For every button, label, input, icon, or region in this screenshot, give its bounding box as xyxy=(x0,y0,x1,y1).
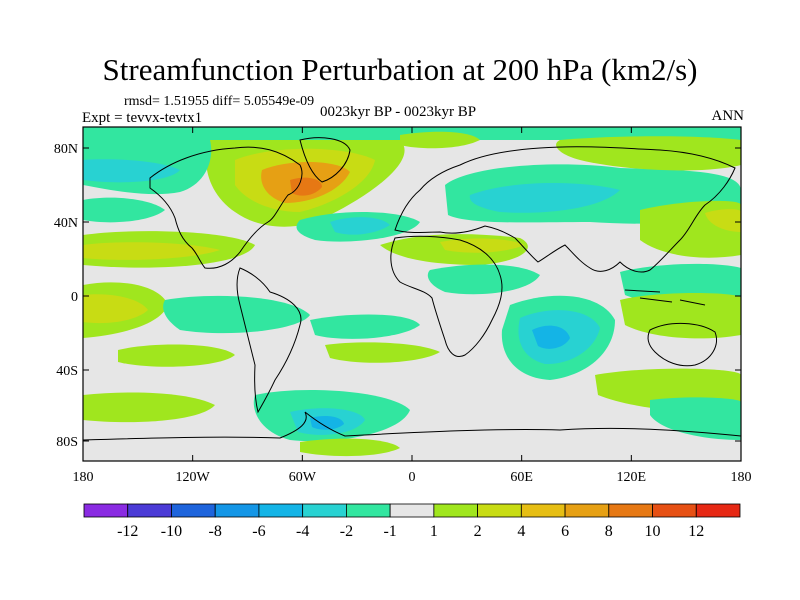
contour-positive-south-atlantic xyxy=(325,342,440,363)
coastline-north-america xyxy=(149,146,303,269)
colorbar-swatch xyxy=(695,503,741,518)
colorbar-label: -4 xyxy=(296,523,309,540)
colorbar-swatch xyxy=(520,503,566,518)
contour-positive-south-america xyxy=(118,344,235,367)
contour-positive-southern-pacific-west xyxy=(83,392,215,423)
colorbar-label: 12 xyxy=(688,523,704,540)
colorbar-label: 10 xyxy=(645,523,661,540)
contour-positive-south-pacific-inner xyxy=(83,294,148,324)
colorbar-label: 8 xyxy=(605,523,613,540)
colorbar-swatch xyxy=(127,503,172,518)
colorbar-swatch xyxy=(214,503,260,518)
lat-tick-label: 80S xyxy=(56,435,78,450)
contour-positive-northeast-asia xyxy=(556,136,741,171)
colorbar-label: -12 xyxy=(117,523,138,540)
contour-positive-west-pacific xyxy=(620,293,741,339)
lon-tick-label: 120E xyxy=(617,470,647,485)
coastline-indonesia xyxy=(624,289,706,306)
lat-tick-label: 80N xyxy=(54,142,78,157)
colorbar-swatch xyxy=(564,503,610,518)
contour-negative-sahel xyxy=(427,264,540,295)
colorbar-label: 2 xyxy=(474,523,482,540)
period-label: 0023kyr BP - 0023kyr BP xyxy=(320,104,477,120)
colorbar-label: -10 xyxy=(161,523,182,540)
contour-positive-north-pacific-inner xyxy=(705,209,741,232)
colorbar-label: -8 xyxy=(209,523,222,540)
statistics-text: rmsd= 1.51955 diff= 5.05549e-09 xyxy=(124,94,315,109)
lon-tick-label: 180 xyxy=(73,470,94,485)
lat-tick-label: 40S xyxy=(56,364,78,379)
colorbar-swatch xyxy=(83,503,129,518)
contour-fields xyxy=(83,127,741,457)
contour-negative-north-pacific xyxy=(83,197,165,223)
experiment-label: Expt = tevvx-tevtx1 xyxy=(82,110,203,126)
colorbar-label: -2 xyxy=(340,523,353,540)
contour-negative-southeast-pacific xyxy=(163,295,310,334)
colorbar-label: 4 xyxy=(517,523,525,540)
contour-negative-arctic-west-inner xyxy=(83,159,180,183)
colorbar-swatch xyxy=(345,503,391,518)
coastline-africa xyxy=(390,235,503,357)
colorbar-swatch xyxy=(258,503,304,518)
coastlines xyxy=(83,137,741,441)
contour-negative-drake-passage-core xyxy=(310,416,344,430)
coastline-eurasia xyxy=(394,146,736,273)
contour-negative-indian-ocean-core xyxy=(532,325,570,349)
contour-positive-weddell-sea xyxy=(300,438,400,457)
colorbar-label: -1 xyxy=(383,523,396,540)
colorbar-swatch xyxy=(389,503,435,518)
colorbar-swatch xyxy=(302,503,347,518)
coastline-south-america xyxy=(236,267,302,414)
lon-tick-label: 60E xyxy=(510,470,533,485)
lon-tick-label: 0 xyxy=(409,470,416,485)
colorbar-label: -6 xyxy=(252,523,265,540)
colorbar-swatch xyxy=(433,503,479,518)
contour-negative-mid-atlantic-inner xyxy=(330,217,390,235)
contour-negative-south-atlantic xyxy=(310,314,420,339)
lon-tick-label: 60W xyxy=(289,470,317,485)
contour-positive-north-africa-inner xyxy=(440,238,525,253)
colorbar-label: 6 xyxy=(561,523,569,540)
lat-tick-label: 0 xyxy=(71,290,78,305)
latitude-axis: 80N 40N 0 40S 80S xyxy=(54,142,741,450)
contour-arctic-positive xyxy=(400,131,480,149)
contour-negative-eurasia-inner xyxy=(469,183,620,213)
longitude-axis: 180 120W 60W 0 60E 120E 180 xyxy=(73,127,752,485)
colorbar-swatch xyxy=(171,503,216,518)
lat-tick-label: 40N xyxy=(54,216,78,231)
season-label: ANN xyxy=(711,108,745,124)
contour-positive-north-atlantic-peak xyxy=(290,177,322,196)
contour-negative-southern-pacific xyxy=(650,397,741,440)
colorbar: -12 -10 -8 -6 -4 -2 -1 1 2 4 6 8 10 12 xyxy=(83,503,741,540)
colorbar-label: 1 xyxy=(430,523,438,540)
colorbar-swatch xyxy=(477,503,522,518)
colorbar-swatch xyxy=(608,503,653,518)
lon-tick-label: 120W xyxy=(176,470,211,485)
coastline-antarctica xyxy=(83,411,741,441)
contour-positive-tropical-east-pacific-inner xyxy=(83,242,220,260)
colorbar-swatch xyxy=(652,503,697,518)
coastline-greenland xyxy=(299,137,351,183)
map-title: Streamfunction Perturbation at 200 hPa (… xyxy=(102,52,698,87)
coastline-australia xyxy=(647,322,717,367)
lon-tick-label: 180 xyxy=(731,470,752,485)
